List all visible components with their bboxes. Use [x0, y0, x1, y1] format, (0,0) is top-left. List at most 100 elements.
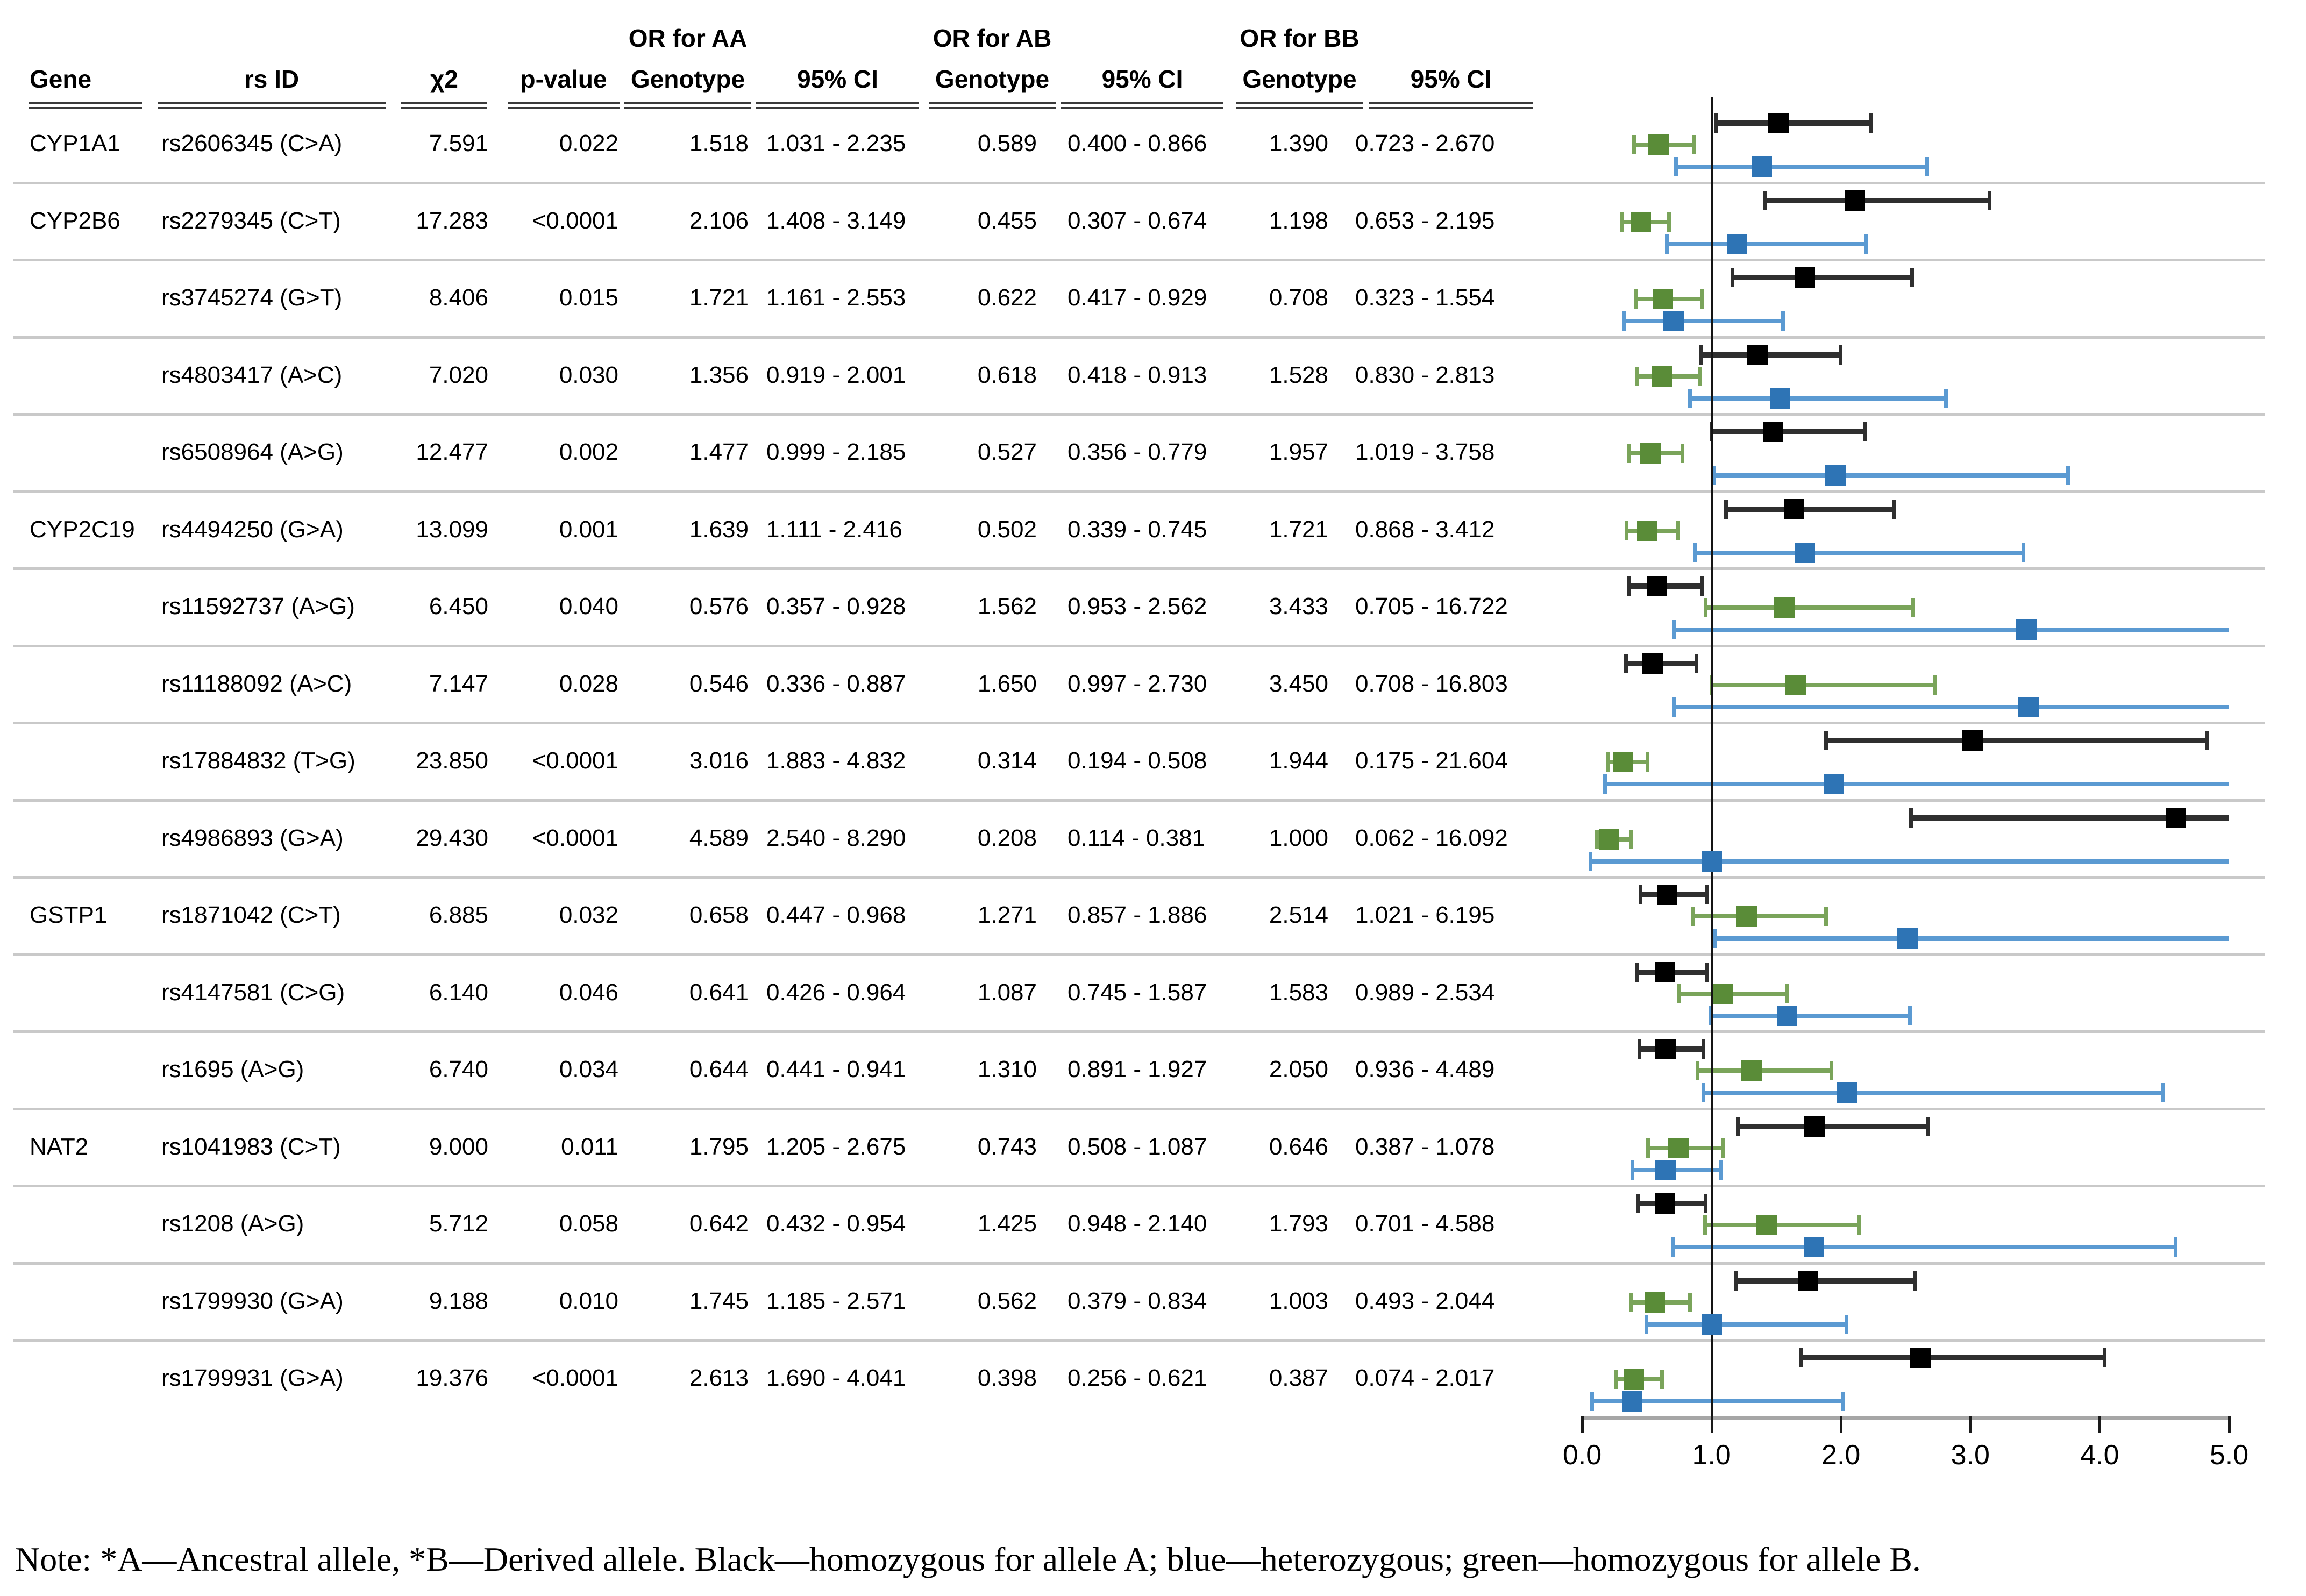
- row-separator: [13, 1030, 2265, 1033]
- ci-cap-left-aa: [1638, 1039, 1642, 1059]
- ci-cap-left-bb: [1708, 1006, 1712, 1025]
- table-cell-or-aa: 1.745: [689, 1287, 749, 1314]
- table-cell-ci-ab: 0.194 - 0.508: [1067, 747, 1207, 774]
- table-cell-gene: CYP1A1: [30, 130, 120, 156]
- header-underline: [1369, 102, 1533, 109]
- table-cell-ci-ab: 0.508 - 1.087: [1067, 1133, 1207, 1160]
- row-separator: [13, 413, 2265, 416]
- table-cell-or-bb: 1.000: [1269, 824, 1328, 851]
- or-square-ab: [1631, 211, 1652, 232]
- or-square-aa: [1962, 730, 1983, 751]
- ci-cap-left-aa: [1762, 190, 1767, 210]
- table-cell-gene: [30, 745, 153, 776]
- table-cell-ci-ab: 0.356 - 0.779: [1067, 439, 1207, 465]
- ci-cap-left-aa: [1635, 962, 1640, 982]
- or-square-bb: [2016, 619, 2037, 640]
- ci-cap-right-bb: [1719, 1160, 1724, 1180]
- table-cell-ci-aa: 1.408 - 3.149: [766, 207, 906, 234]
- ci-cap-left-bb: [1692, 543, 1697, 562]
- ci-cap-right-bb: [1864, 234, 1868, 254]
- table-cell-gene: [30, 668, 153, 700]
- ci-cap-right-aa: [1695, 653, 1699, 673]
- table-cell-ci-ab: 0.114 - 0.381: [1067, 824, 1206, 851]
- ci-cap-left-ab: [1646, 1138, 1650, 1158]
- ci-cap-right-bb: [1841, 1392, 1845, 1411]
- table-cell-or-bb: 1.583: [1269, 979, 1328, 1006]
- table-cell-or-ab: 0.502: [977, 516, 1037, 543]
- table-cell-or-bb: 2.050: [1269, 1056, 1328, 1082]
- ci-cap-right-ab: [1688, 1292, 1692, 1312]
- header-underline: [756, 102, 919, 109]
- or-square-bb: [1769, 388, 1790, 409]
- table-cell-pvalue: 0.046: [559, 979, 618, 1006]
- ci-cap-left-bb: [1622, 311, 1626, 331]
- table-cell-ci-aa: 0.441 - 0.941: [766, 1056, 906, 1082]
- table-cell-or-ab: 1.650: [977, 670, 1037, 697]
- table-cell-or-aa: 0.658: [689, 902, 749, 928]
- table-cell-rsid: rs6508964 (A>G): [161, 439, 344, 465]
- table-cell-or-ab: 0.398: [977, 1365, 1037, 1391]
- x-axis-tick-label: 0.0: [1562, 1440, 1602, 1471]
- table-cell-gene: CYP2C19: [30, 516, 135, 543]
- ci-cap-left-ab: [1634, 366, 1639, 386]
- ci-line-ab: [1705, 605, 1914, 610]
- table-cell-gene: [30, 1208, 153, 1239]
- table-cell-ci-aa: 1.161 - 2.553: [766, 284, 906, 311]
- table-cell-ci-bb: 0.062 - 16.092: [1355, 824, 1508, 851]
- table-cell-or-bb: 1.957: [1269, 439, 1328, 465]
- table-cell-gene: CYP2B6: [30, 207, 120, 234]
- row-separator: [13, 181, 2265, 184]
- table-cell-chi2: 19.376: [416, 1365, 488, 1391]
- table-cell-gene: [30, 282, 153, 314]
- table-cell-pvalue: 0.034: [559, 1056, 618, 1082]
- table-cell-gene: [30, 360, 153, 391]
- row-separator: [13, 259, 2265, 261]
- ci-cap-right-ab: [1698, 366, 1702, 386]
- ci-header-aa: 95% CI: [797, 65, 878, 93]
- ci-cap-left-aa: [1736, 1116, 1740, 1136]
- ci-cap-left-bb: [1590, 1392, 1594, 1411]
- table-cell-gene: [30, 823, 153, 854]
- or-square-ab: [1712, 983, 1733, 1004]
- row-separator: [13, 1107, 2265, 1110]
- chi2-header: χ2: [430, 65, 459, 93]
- or-square-aa: [1797, 1270, 1818, 1291]
- or-square-aa: [1804, 1116, 1825, 1137]
- row-separator: [13, 336, 2265, 339]
- table-cell-or-ab: 0.527: [977, 439, 1037, 465]
- or-square-bb: [1837, 1082, 1858, 1103]
- ci-line-aa: [1911, 815, 2229, 821]
- x-axis-tick-label: 2.0: [1821, 1440, 1861, 1471]
- or-square-ab: [1645, 1292, 1666, 1313]
- ci-line-aa: [1711, 429, 1865, 434]
- table-cell-pvalue: 0.032: [559, 902, 618, 928]
- ci-cap-right-bb: [1844, 1314, 1848, 1334]
- header-underline: [158, 102, 386, 109]
- or-square-aa: [2166, 807, 2187, 828]
- table-cell-pvalue: <0.0001: [532, 207, 618, 234]
- x-axis-tick-label: 5.0: [2209, 1440, 2249, 1471]
- ci-cap-right-aa: [1910, 268, 1914, 287]
- table-cell-or-aa: 4.589: [689, 824, 749, 851]
- or-aa-group-header: OR for AA: [628, 24, 748, 52]
- table-cell-ci-ab: 0.891 - 1.927: [1067, 1056, 1207, 1082]
- table-cell-or-aa: 0.644: [689, 1056, 749, 1082]
- ci-line-aa: [1735, 1278, 1915, 1284]
- x-axis-tick: [2228, 1416, 2231, 1433]
- ci-cap-left-aa: [1724, 499, 1728, 519]
- table-cell-rsid: rs4147581 (C>G): [161, 979, 345, 1006]
- table-cell-pvalue: 0.028: [559, 670, 618, 697]
- table-cell-ci-aa: 0.919 - 2.001: [766, 361, 906, 388]
- table-cell-ci-bb: 0.493 - 2.044: [1355, 1287, 1495, 1314]
- ci-cap-right-aa: [1862, 422, 1867, 441]
- ci-cap-left-aa: [1624, 653, 1628, 673]
- table-cell-ci-ab: 0.857 - 1.886: [1067, 902, 1207, 928]
- ci-cap-right-ab: [1676, 521, 1681, 540]
- ci-cap-right-ab: [1856, 1215, 1861, 1235]
- ci-cap-left-bb: [1674, 157, 1678, 176]
- ci-cap-right-bb: [1781, 311, 1785, 331]
- ci-cap-left-ab: [1595, 829, 1599, 849]
- table-cell-rsid: rs17884832 (T>G): [161, 747, 355, 774]
- table-cell-ci-bb: 0.175 - 21.604: [1355, 747, 1508, 774]
- table-cell-or-aa: 1.477: [689, 439, 749, 465]
